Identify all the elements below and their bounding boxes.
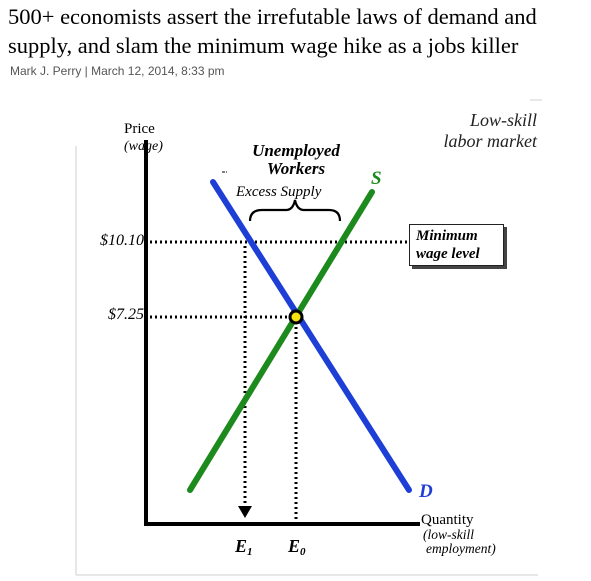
demand-series-label: D	[419, 481, 433, 502]
excess-supply-label: Excess Supply	[236, 184, 322, 200]
article-byline: Mark J. Perry | March 12, 2014, 8:33 pm	[10, 64, 225, 78]
e1-arrowhead	[238, 506, 252, 518]
excess-supply-bracket	[248, 199, 342, 222]
y-tick-min-wage: $10.10	[100, 232, 144, 249]
y-tick-equilibrium: $7.25	[108, 306, 144, 323]
equilibrium-point	[288, 309, 304, 325]
supply-demand-figure: Low-skill labor market Price (wage) Unem…	[0, 88, 591, 581]
article-headline: 500+ economists assert the irrefutable l…	[8, 4, 537, 58]
supply-series-label: S	[371, 168, 382, 189]
chart-canvas	[75, 99, 542, 576]
y-axis-label: Price	[124, 121, 155, 137]
chart-title: Low-skill labor market	[443, 110, 538, 151]
x-axis-label: Quantity	[421, 512, 474, 528]
x-tick-e1: E1	[235, 536, 253, 558]
demand-curve	[210, 179, 412, 493]
x-tick-e0: E0	[288, 536, 306, 558]
y-axis-sublabel: (wage)	[124, 139, 163, 154]
min-wage-level-box: Minimum wage level	[409, 224, 504, 266]
supply-curve	[187, 189, 375, 493]
x-axis-sublabel: (low-skill employment)	[423, 527, 496, 556]
unemployed-workers-label: Unemployed Workers	[252, 141, 340, 178]
